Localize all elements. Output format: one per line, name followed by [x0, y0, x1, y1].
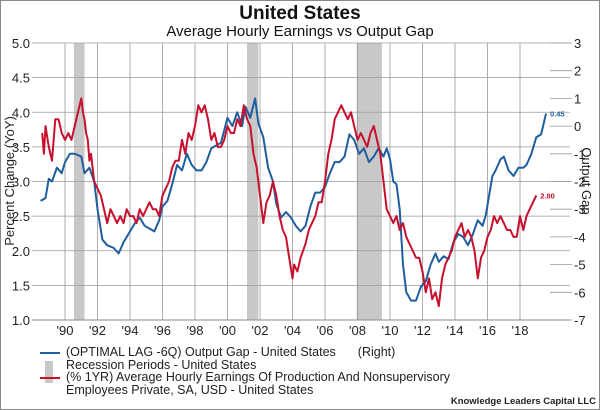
x-tick-label: '08 — [349, 323, 366, 338]
legend-label: (OPTIMAL LAG -6Q) Output Gap - United St… — [66, 345, 336, 359]
x-tick-label: '10 — [382, 323, 399, 338]
earnings-end-label: 2.80 — [540, 191, 555, 200]
y-tick-label: 2.5 — [12, 209, 30, 224]
legend-label: (% 1YR) Average Hourly Earnings Of Produ… — [66, 370, 450, 384]
y2-axis-label: Output Gap — [579, 147, 594, 214]
series-layer: 0.45 2.80 — [40, 97, 565, 308]
legend-axis-note: (Right) — [357, 345, 396, 359]
y-tick-label: 4.0 — [12, 105, 30, 120]
legend-swatch-gray-bar — [45, 360, 53, 383]
x-tick-label: '14 — [447, 323, 464, 338]
x-tick-label: '92 — [89, 323, 106, 338]
output-gap-line — [40, 97, 547, 302]
legend: (OPTIMAL LAG -6Q) Output Gap - United St… — [40, 346, 450, 396]
x-tick-label: '04 — [284, 323, 301, 338]
chart-svg: 1.0 1.5 2.0 2.5 3.0 3.5 4.0 4.5 5.0 -7 -6 -5 -4 -3 -2 -… — [2, 36, 594, 338]
x-tick-label: '96 — [154, 323, 171, 338]
y2-tick-label: -1 — [574, 147, 586, 162]
legend-swatch-blue-line — [40, 352, 60, 354]
y-axis-label: Percent Change (YoY) — [2, 116, 17, 246]
y2-tick-label: 2 — [574, 64, 581, 79]
y-tick-label: 1.0 — [12, 313, 30, 328]
y-tick-label: 5.0 — [12, 36, 30, 51]
y2-tick-label: -6 — [574, 285, 586, 300]
hourly-earnings-line — [41, 97, 538, 308]
legend-entry-output-gap: (OPTIMAL LAG -6Q) Output Gap - United St… — [40, 346, 450, 359]
y2-tick-label: -7 — [574, 313, 586, 328]
y2-tick-label: 1 — [574, 91, 581, 106]
source-credit: Knowledge Leaders Capital LLC — [450, 396, 596, 407]
legend-entry-earnings: (% 1YR) Average Hourly Earnings Of Produ… — [40, 371, 450, 396]
x-tick-label: '90 — [57, 323, 74, 338]
chart-title: United States — [239, 3, 361, 24]
y2-tick-label: 3 — [574, 36, 581, 51]
x-tick-label: '94 — [122, 323, 139, 338]
legend-label: Recession Periods - United States — [66, 357, 257, 372]
legend-entry-recession: Recession Periods - United States — [40, 357, 450, 383]
legend-label-cont: Employees Private, SA, USD - United Stat… — [66, 382, 314, 397]
y2-tick-label: -5 — [574, 258, 586, 273]
y2-tick-label: -4 — [574, 230, 586, 245]
chart-subtitle: Average Hourly Earnings vs Output Gap — [166, 23, 434, 40]
y2-tick-label: -3 — [574, 202, 586, 217]
y-tick-label: 3.0 — [12, 175, 30, 190]
y2-tick-label: 0 — [574, 119, 581, 134]
legend-swatch-red-line — [40, 377, 60, 379]
x-tick-label: '18 — [512, 323, 529, 338]
axis-layer: 1.0 1.5 2.0 2.5 3.0 3.5 4.0 4.5 5.0 -7 -6 -5 -4 -3 -2 -… — [12, 36, 586, 338]
x-tick-label: '98 — [187, 323, 204, 338]
x-tick-label: '00 — [219, 323, 236, 338]
y-tick-label: 2.0 — [12, 244, 30, 259]
output-gap-end-label: 0.45 — [550, 110, 565, 119]
y2-tick-label: -2 — [574, 175, 586, 190]
y-tick-label: 3.5 — [12, 140, 30, 155]
x-tick-label: '12 — [414, 323, 431, 338]
x-tick-label: '16 — [479, 323, 496, 338]
y-tick-label: 1.5 — [12, 278, 30, 293]
grid-layer — [32, 42, 572, 321]
y-tick-label: 4.5 — [12, 71, 30, 86]
x-tick-label: '02 — [252, 323, 269, 338]
x-tick-label: '06 — [317, 323, 334, 338]
